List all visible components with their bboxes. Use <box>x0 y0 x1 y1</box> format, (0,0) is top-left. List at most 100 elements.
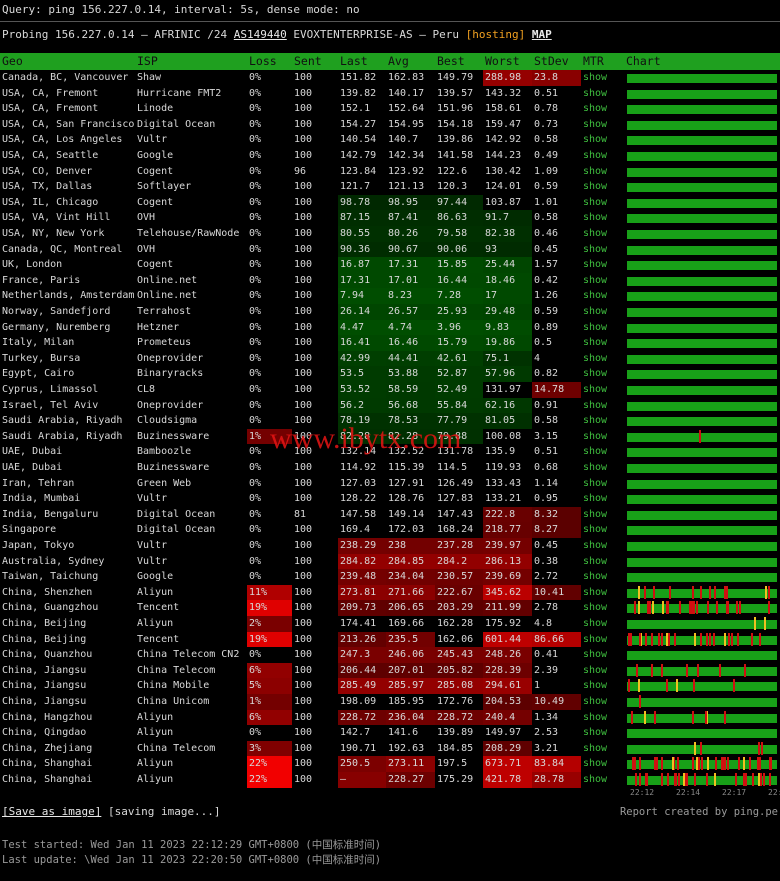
mtr-link[interactable]: show <box>583 742 608 754</box>
mtr-link[interactable]: show <box>583 633 608 645</box>
table-cell: 288.98 <box>483 70 532 86</box>
chart-bar <box>627 682 777 692</box>
mtr-link[interactable]: show <box>583 212 608 224</box>
mtr-link[interactable]: show <box>583 259 608 271</box>
table-cell: 0.82 <box>534 368 559 380</box>
mtr-link[interactable]: show <box>583 555 608 567</box>
mtr-link[interactable]: show <box>583 399 608 411</box>
table-cell: 198.09 <box>340 696 377 707</box>
mtr-link[interactable]: show <box>583 649 608 661</box>
table-cell: 100 <box>294 430 313 442</box>
mtr-link[interactable]: show <box>583 664 608 676</box>
mtr-link[interactable]: show <box>583 87 608 99</box>
table-cell: 273.11 <box>386 756 435 772</box>
mtr-link[interactable]: show <box>583 711 608 723</box>
table-cell: 1.09 <box>534 165 559 177</box>
mtr-link[interactable]: show <box>583 243 608 255</box>
mtr-link[interactable]: show <box>583 493 608 505</box>
mtr-link[interactable]: show <box>583 181 608 193</box>
mtr-link[interactable]: show <box>583 337 608 349</box>
chart-loss-tick <box>686 663 688 677</box>
table-cell: 0% <box>249 462 262 473</box>
mtr-link[interactable]: show <box>583 306 608 317</box>
chart-loss-tick <box>754 617 756 630</box>
mtr-link[interactable]: show <box>583 446 608 458</box>
mtr-link[interactable]: show <box>583 727 608 739</box>
table-cell: 0% <box>249 228 262 239</box>
asn-link[interactable]: AS149440 <box>233 28 287 41</box>
table-cell: Cogent <box>137 259 174 271</box>
mtr-link[interactable]: show <box>583 321 608 333</box>
save-link[interactable]: [Save as image] <box>2 805 102 818</box>
chart-loss-tick <box>692 585 694 599</box>
mtr-link[interactable]: show <box>583 696 608 707</box>
table-cell: 10.49 <box>532 694 581 710</box>
table-cell: China, Quanzhou <box>2 649 93 661</box>
table-cell: 0.51 <box>534 87 559 99</box>
table-cell: 100 <box>294 571 313 583</box>
table-cell: 0.58 <box>534 212 559 224</box>
table-cell: 205.82 <box>435 662 483 679</box>
chart-bar <box>627 276 777 286</box>
mtr-link[interactable]: show <box>583 602 608 614</box>
mtr-link[interactable]: show <box>583 586 608 598</box>
chart-loss-tick <box>763 773 765 786</box>
mtr-link[interactable]: show <box>583 477 608 489</box>
mtr-link[interactable]: show <box>583 618 608 629</box>
map-link[interactable]: MAP <box>531 28 552 41</box>
mtr-link[interactable]: show <box>583 352 608 364</box>
mtr-link[interactable]: show <box>583 290 608 302</box>
mtr-link[interactable]: show <box>583 524 608 536</box>
chart-loss-tick <box>714 585 716 599</box>
table-cell: USA, CA, Fremont <box>2 87 99 99</box>
table-cell: Canada, QC, Montreal <box>2 243 123 255</box>
table-cell: 139.82 <box>340 87 377 99</box>
table-cell: 123.92 <box>388 165 425 177</box>
table-cell: 15.79 <box>435 335 483 351</box>
chart-loss-tick <box>630 632 632 646</box>
table-cell: 8.23 <box>386 288 435 304</box>
mtr-link[interactable]: show <box>583 134 608 146</box>
table-cell: Egypt, Cairo <box>2 368 75 380</box>
table-cell: 132.52 <box>388 446 425 458</box>
mtr-link[interactable]: show <box>583 165 608 177</box>
table-cell: 100 <box>294 524 313 536</box>
mtr-link[interactable]: show <box>583 508 608 520</box>
table-cell: 4.74 <box>386 319 435 336</box>
chart-loss-tick <box>745 773 747 786</box>
table-cell: China Telecom <box>137 742 216 754</box>
mtr-link[interactable]: show <box>583 540 608 551</box>
chart-loss-tick <box>724 632 726 646</box>
table-cell: 16.87 <box>338 257 386 273</box>
table-cell: 79.58 <box>435 226 483 242</box>
chart-loss-tick <box>709 632 711 646</box>
mtr-link[interactable]: show <box>583 758 608 770</box>
mtr-link[interactable]: show <box>583 415 608 427</box>
chart-loss-tick <box>752 773 754 786</box>
chart-bar <box>627 651 777 661</box>
mtr-link[interactable]: show <box>583 274 608 286</box>
mtr-link[interactable]: show <box>583 118 608 130</box>
mtr-link[interactable]: show <box>583 571 608 583</box>
mtr-link[interactable]: show <box>583 462 608 473</box>
mtr-link[interactable]: show <box>583 228 608 239</box>
mtr-link[interactable]: show <box>583 774 608 785</box>
mtr-link[interactable]: show <box>583 72 608 83</box>
chart-bar <box>627 542 777 551</box>
chart-bar <box>627 776 777 785</box>
mtr-link[interactable]: show <box>583 196 608 208</box>
mtr-link[interactable]: show <box>583 368 608 380</box>
table-cell: 284.85 <box>386 553 435 570</box>
table-cell: 127.91 <box>388 477 425 489</box>
mtr-link[interactable]: show <box>583 384 608 395</box>
mtr-link[interactable]: show <box>583 150 608 161</box>
table-cell: 9.83 <box>483 319 532 336</box>
mtr-link[interactable]: show <box>583 430 608 442</box>
table-cell: 240.4 <box>483 709 532 726</box>
chart-bar <box>627 261 777 271</box>
chart-loss-tick <box>696 601 698 615</box>
table-cell: 0% <box>249 243 262 255</box>
table-cell: 82.28 <box>386 428 435 445</box>
mtr-link[interactable]: show <box>583 103 608 115</box>
mtr-link[interactable]: show <box>583 680 608 692</box>
